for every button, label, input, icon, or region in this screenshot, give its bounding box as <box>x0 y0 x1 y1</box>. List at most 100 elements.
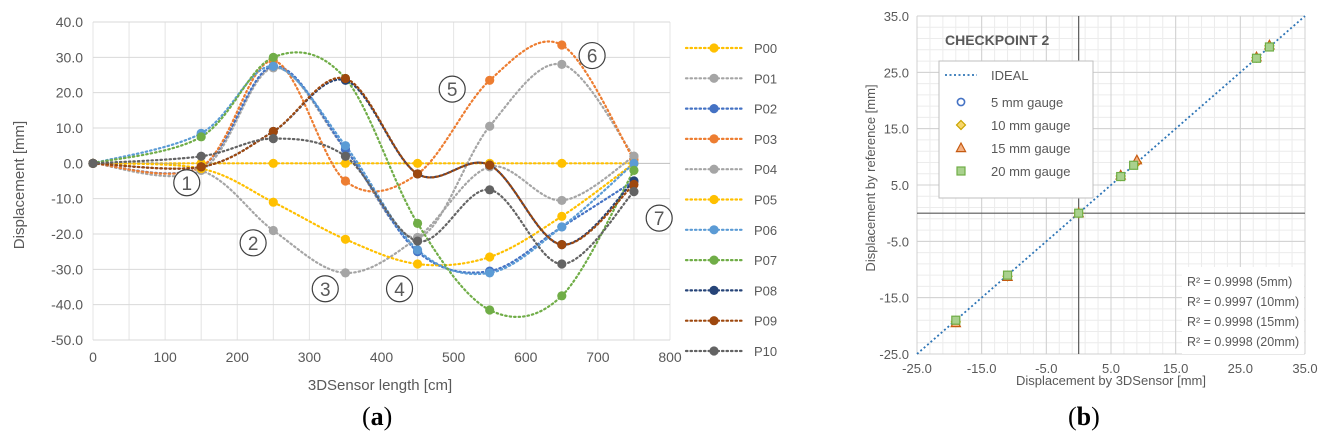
panel-label-b: (b) <box>1068 402 1100 432</box>
chart-b-x-tick: 15.0 <box>1163 361 1188 376</box>
chart-a-annotation-circle <box>385 275 414 303</box>
chart-b-ideal-line <box>916 15 1306 355</box>
chart-a-legend-marker <box>709 104 719 114</box>
chart-b-legend-label: IDEAL <box>991 68 1029 83</box>
chart-a-point-p07 <box>412 218 423 228</box>
chart-a-point-p10 <box>557 259 567 269</box>
chart-a-point-p10 <box>485 185 495 195</box>
chart-b-y-tick: 15.0 <box>884 122 909 137</box>
panel-label-b-letter: b <box>1076 402 1092 431</box>
chart-a-annotation-1: 1 <box>181 174 192 195</box>
chart-a-y-tick: 10.0 <box>56 120 83 136</box>
chart-a-y-tick: -50.0 <box>51 332 83 348</box>
chart-b-point-square <box>1264 42 1275 52</box>
chart-a-points <box>88 40 639 315</box>
chart-a-y-tick: 30.0 <box>56 49 83 65</box>
chart-b-tick-labels: -25.0 -15.0 -5.0 5.0 15.0 25.0 35.0 35.0 25.0 15.… <box>879 9 1317 376</box>
chart-a-point-p09 <box>268 126 278 137</box>
chart-a-annotation-5: 5 <box>447 80 458 101</box>
chart-b-x-tick: -15.0 <box>967 361 997 376</box>
chart-b-legend-marker <box>955 119 967 131</box>
chart-a-point-p06 <box>629 158 639 168</box>
chart-a-legend-label: P02 <box>754 102 777 117</box>
chart-a-point-p10 <box>196 151 206 161</box>
chart-a-legend-label: P01 <box>754 71 777 86</box>
chart-a-line-p01 <box>91 62 635 239</box>
chart-a-annotation-circle <box>645 204 673 232</box>
chart-b-legend-marker <box>956 166 966 176</box>
chart-b-y-axis-label: Displacement by reference [mm] <box>863 84 878 271</box>
panel-label-a-open: ( <box>362 402 371 431</box>
chart-a-annotation-circle <box>311 275 339 303</box>
chart-a-point-p07 <box>196 132 206 142</box>
chart-b-y-tick: -25.0 <box>879 347 909 362</box>
chart-a-point-p05 <box>340 234 351 244</box>
chart-a-point-p00 <box>557 158 567 168</box>
chart-a-x-tick: 0 <box>89 349 97 365</box>
chart-a-line-p08 <box>91 78 635 246</box>
chart-a-x-tick: 700 <box>586 349 610 365</box>
chart-b-legend-label: 20 mm gauge <box>991 164 1071 179</box>
chart-a-x-tick: 300 <box>298 349 322 365</box>
chart-b-y-tick: 5.0 <box>891 178 909 193</box>
chart-a-point-p09 <box>412 169 423 179</box>
chart-a-annotation-circle <box>173 169 201 197</box>
chart-a-point-p09 <box>557 240 567 250</box>
chart-a: 1 2 3 4 5 6 7 40.0 30.0 20.0 10.0 0.0 -10.0 -20.0 -30… <box>11 14 777 394</box>
chart-a-legend: P00 P01 P02 P03 P04 P05 P06 P07 P08 P09 P10 <box>684 41 777 359</box>
chart-b-r2-box: R² = 0.9998 (5mm) R² = 0.9997 (10mm) R² = … <box>1182 267 1304 354</box>
chart-b-r2-line: R² = 0.9998 (20mm) <box>1187 335 1299 349</box>
chart-a-point-p09 <box>340 73 351 84</box>
chart-b-legend-marker <box>955 141 967 153</box>
chart-b-title: CHECKPOINT 2 <box>945 32 1049 48</box>
chart-a-annotation-4: 4 <box>394 280 405 301</box>
chart-a-legend-marker <box>709 285 719 295</box>
panel-label-a-close: ) <box>383 402 393 431</box>
chart-b-y-tick: -5.0 <box>887 234 909 249</box>
chart-a-point-p09 <box>629 179 639 190</box>
panel-label-a-letter: a <box>370 402 384 431</box>
chart-b-point-square <box>951 315 961 325</box>
chart-a-annotations: 1 2 3 4 5 6 7 <box>173 41 673 303</box>
chart-a-point-p05 <box>268 197 278 207</box>
chart-a-annotation-3: 3 <box>320 280 331 301</box>
chart-b-point-square <box>1002 270 1013 280</box>
chart-a-point-p10 <box>88 158 98 168</box>
chart-a-point-p04 <box>629 151 639 161</box>
chart-a-point-p03 <box>340 176 351 186</box>
chart-a-tick-labels: 40.0 30.0 20.0 10.0 0.0 -10.0 -20.0 -30.0 -40.0 -… <box>51 14 682 365</box>
chart-a-point-p09 <box>196 162 206 172</box>
chart-a-line-p09 <box>91 76 635 246</box>
chart-a-point-p07 <box>268 52 278 62</box>
chart-a-point-p06 <box>340 141 351 151</box>
chart-a-line-p10 <box>91 137 635 266</box>
chart-a-x-axis-label: 3DSensor length [cm] <box>308 377 452 394</box>
chart-a-y-tick: 0.0 <box>64 155 84 171</box>
chart-a-series-lines <box>91 40 635 318</box>
chart-a-annotation-7: 7 <box>654 209 665 230</box>
chart-a-annotation-circle <box>438 75 466 103</box>
chart-a-y-tick: -20.0 <box>51 226 83 242</box>
chart-a-y-tick: 20.0 <box>56 85 83 101</box>
chart-a-point-p06 <box>412 245 423 255</box>
chart-a-legend-marker <box>709 194 719 205</box>
chart-a-point-p06 <box>485 268 495 278</box>
chart-a-legend-marker <box>709 316 719 326</box>
chart-a-x-tick: 500 <box>442 349 466 365</box>
chart-a-point-p09 <box>485 160 495 170</box>
chart-a-point-p05 <box>485 252 495 262</box>
chart-a-point-p10 <box>340 151 351 161</box>
chart-b-y-tick: 35.0 <box>884 9 909 24</box>
chart-a-x-tick: 100 <box>153 349 177 365</box>
chart-a-legend-label: P08 <box>754 283 777 298</box>
chart-b-legend-label: 15 mm gauge <box>991 141 1071 156</box>
chart-a-legend-marker <box>709 164 719 174</box>
chart-a-point-p05 <box>557 211 567 221</box>
chart-a-annotation-circle <box>239 229 267 257</box>
chart-a-annotation-2: 2 <box>248 234 259 255</box>
chart-a-point-p10 <box>268 134 278 144</box>
chart-a-y-tick: -30.0 <box>51 261 83 277</box>
chart-a-point-p07 <box>629 165 639 175</box>
chart-a-point-p04 <box>268 225 278 236</box>
chart-a-point-p07 <box>557 291 567 301</box>
